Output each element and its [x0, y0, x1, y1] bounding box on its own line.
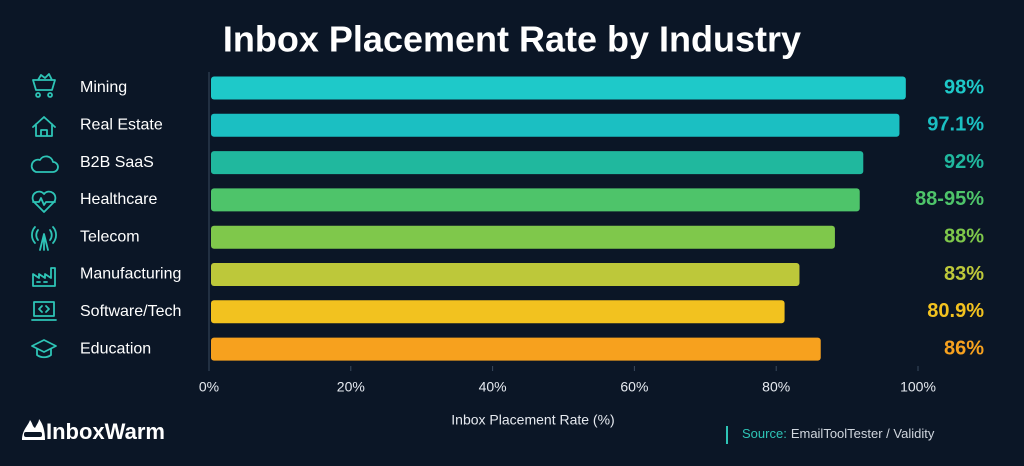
manufacturing-icon [32, 267, 56, 287]
education-icon [31, 339, 57, 359]
telecom-icon [31, 226, 57, 251]
source-label: Source: [742, 426, 787, 441]
value-label: 88% [944, 225, 984, 247]
y-tick-label: Manufacturing [80, 266, 181, 283]
mining-icon [32, 73, 56, 98]
y-tick-label: Education [80, 340, 151, 357]
x-tick-label: 60% [620, 379, 648, 395]
value-label: 86% [944, 337, 984, 359]
saas-icon [30, 155, 59, 173]
bar [211, 151, 864, 175]
x-tick-label: 40% [479, 379, 507, 395]
software-icon [31, 301, 57, 321]
source-text: EmailToolTester / Validity [791, 426, 935, 441]
value-label: 98% [944, 76, 984, 98]
x-tick-label: 80% [762, 379, 790, 395]
healthcare-icon [31, 190, 57, 213]
brand-logo-visor [24, 432, 42, 437]
x-axis-label: Inbox Placement Rate (%) [451, 412, 614, 428]
brand: InboxWarm [22, 419, 165, 444]
value-label: 80.9% [927, 300, 984, 322]
y-tick-label: Telecom [80, 228, 140, 245]
real-estate-icon [32, 116, 56, 137]
value-label: 83% [944, 263, 984, 285]
bar [211, 113, 900, 137]
bar [211, 188, 860, 212]
y-tick-label: Real Estate [80, 117, 163, 134]
bar [211, 76, 906, 100]
x-tick-label: 20% [337, 379, 365, 395]
value-label: 97.1% [927, 114, 984, 136]
brand-name: InboxWarm [46, 419, 165, 444]
value-label: 92% [944, 151, 984, 173]
bar [211, 225, 835, 249]
y-tick-label: Mining [80, 79, 127, 96]
source: Source: EmailToolTester / Validity [742, 426, 935, 441]
x-tick-label: 100% [900, 379, 936, 395]
bar [211, 300, 785, 324]
bar [211, 263, 800, 286]
bar [211, 337, 821, 361]
y-tick-label: B2B SaaS [80, 154, 154, 171]
category-icons [30, 73, 59, 359]
chart-title: Inbox Placement Rate by Industry [223, 19, 801, 60]
value-label: 88-95% [915, 188, 984, 210]
y-tick-label: Healthcare [80, 191, 157, 208]
x-tick-label: 0% [199, 379, 219, 395]
y-tick-label: Software/Tech [80, 303, 181, 320]
